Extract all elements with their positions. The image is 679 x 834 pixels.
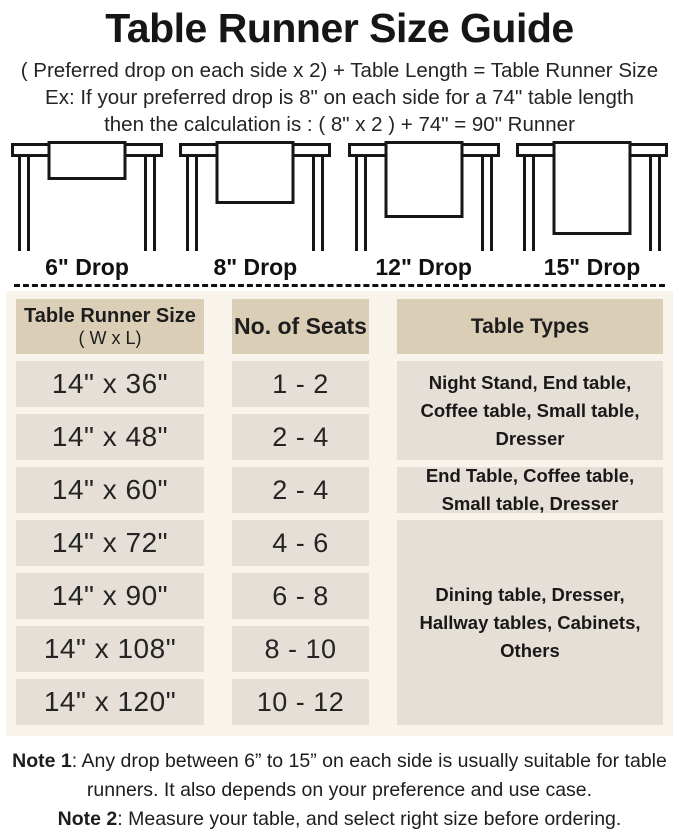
size-cell: 14" x 48" bbox=[16, 414, 204, 460]
table-leg-icon bbox=[522, 156, 535, 251]
note1-label: Note 1 bbox=[12, 750, 72, 772]
seats-cell: 6 - 8 bbox=[232, 573, 369, 619]
table-illustration-8-drop: 8" Drop bbox=[176, 141, 334, 281]
table-drawing bbox=[11, 141, 163, 251]
header-runner-size: Table Runner Size ( W x L) bbox=[16, 299, 204, 354]
runner-graphic bbox=[384, 141, 464, 218]
size-cell: 14" x 60" bbox=[16, 467, 204, 513]
drop-label: 12" Drop bbox=[375, 254, 472, 280]
table-drawing bbox=[179, 141, 332, 251]
table-illustration-12-drop: 12" Drop bbox=[345, 141, 503, 281]
size-grid: Table Runner Size ( W x L) No. of Seats … bbox=[16, 299, 663, 725]
seats-cell: 2 - 4 bbox=[232, 467, 369, 513]
table-leg-icon bbox=[354, 156, 367, 251]
table-leg-icon bbox=[186, 156, 199, 251]
table-type-cell: Night Stand, End table, Coffee table, Sm… bbox=[397, 361, 663, 460]
runner-graphic bbox=[552, 141, 632, 235]
table-leg-icon bbox=[648, 156, 661, 251]
notes-section: Note 1: Any drop between 6” to 15” on ea… bbox=[0, 747, 679, 834]
example-line-2: then the calculation is : ( 8" x 2 ) + 7… bbox=[104, 113, 575, 136]
note2-label: Note 2 bbox=[57, 808, 118, 830]
table-type-cell: End Table, Coffee table, Small table, Dr… bbox=[397, 465, 663, 514]
size-cell: 14" x 120" bbox=[16, 679, 204, 725]
size-cell: 14" x 108" bbox=[16, 626, 204, 672]
drop-label: 15" Drop bbox=[543, 254, 641, 280]
seats-cell: 1 - 2 bbox=[232, 361, 369, 407]
header-runner-size-line2: ( W x L) bbox=[78, 328, 142, 348]
example-line-1: Ex: If your preferred drop is 8" on each… bbox=[45, 86, 634, 109]
drop-label: 6" Drop bbox=[45, 254, 129, 280]
header-no-of-seats: No. of Seats bbox=[232, 299, 369, 354]
table-type-cell: Dining table, Dresser, Hallway tables, C… bbox=[397, 520, 663, 725]
seats-cell: 4 - 6 bbox=[232, 520, 369, 566]
size-cell: 14" x 90" bbox=[16, 573, 204, 619]
note1-text: : Any drop between 6” to 15” on each sid… bbox=[71, 750, 667, 801]
table-drawing bbox=[515, 141, 668, 251]
table-drawing bbox=[347, 141, 500, 251]
runner-graphic bbox=[215, 141, 295, 204]
table-leg-icon bbox=[144, 156, 156, 251]
seats-cell: 8 - 10 bbox=[232, 626, 369, 672]
size-guide-table: Table Runner Size ( W x L) No. of Seats … bbox=[6, 291, 673, 736]
header-table-types: Table Types bbox=[397, 299, 663, 354]
size-cell: 14" x 36" bbox=[16, 361, 204, 407]
seats-cell: 2 - 4 bbox=[232, 414, 369, 460]
table-illustration-15-drop: 15" Drop bbox=[513, 141, 671, 281]
note2-text: : Measure your table, and select right s… bbox=[117, 808, 622, 830]
dashed-divider bbox=[14, 284, 665, 287]
formula-line: ( Preferred drop on each side x 2) + Tab… bbox=[20, 59, 659, 82]
table-leg-icon bbox=[18, 156, 30, 251]
page-title: Table Runner Size Guide bbox=[105, 5, 574, 51]
drop-label: 8" Drop bbox=[213, 254, 298, 280]
runner-graphic bbox=[47, 141, 127, 180]
drop-illustrations-row: 6" Drop 8" Drop 12" Drop 15" Drop bbox=[0, 138, 679, 281]
size-cell: 14" x 72" bbox=[16, 520, 204, 566]
table-leg-icon bbox=[480, 156, 493, 251]
header-runner-size-line1: Table Runner Size bbox=[24, 305, 196, 327]
table-leg-icon bbox=[312, 156, 325, 251]
seats-cell: 10 - 12 bbox=[232, 679, 369, 725]
table-illustration-6-drop: 6" Drop bbox=[8, 141, 166, 281]
